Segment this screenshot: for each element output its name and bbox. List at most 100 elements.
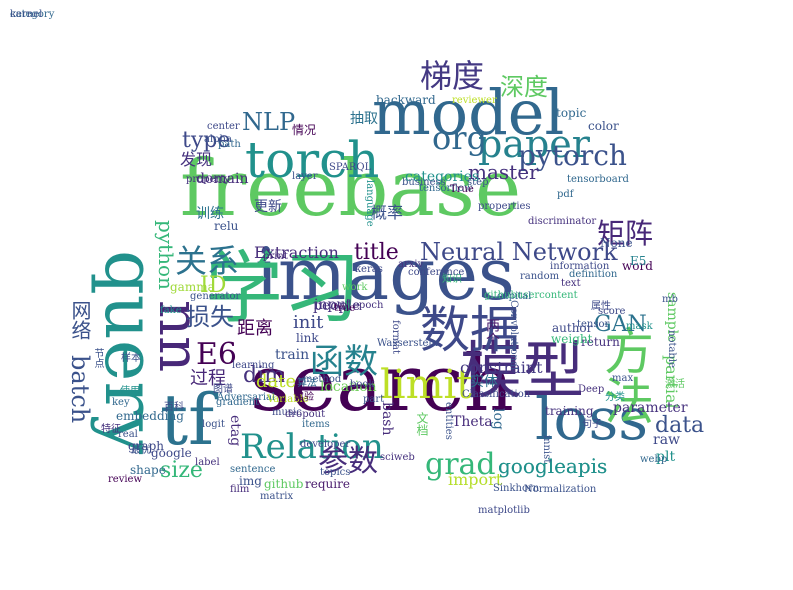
- cloud-word: work: [342, 282, 368, 293]
- cloud-word: 两个: [484, 318, 500, 346]
- cloud-word: webp: [640, 454, 668, 465]
- cloud-word: python: [154, 220, 178, 290]
- cloud-word: dropout: [285, 409, 326, 420]
- cloud-word: grad: [425, 447, 496, 482]
- cloud-word: data: [655, 413, 705, 438]
- cloud-word: discriminator: [528, 216, 597, 227]
- cloud-word: nn: [146, 300, 211, 373]
- cloud-word: Extraction: [254, 243, 339, 262]
- cloud-word: title: [354, 240, 399, 265]
- cloud-word: paper: [478, 122, 590, 166]
- cloud-word: import: [448, 470, 503, 489]
- cloud-word: 抽取: [350, 111, 378, 127]
- cloud-word: 实验: [294, 392, 314, 403]
- cloud-word: 函数: [310, 342, 378, 382]
- cloud-word: weight: [551, 332, 593, 346]
- cloud-word: pytorch: [518, 139, 627, 172]
- cloud-word: true: [334, 303, 356, 314]
- cloud-word: categories: [405, 169, 480, 185]
- cloud-word: 百科: [164, 402, 184, 413]
- cloud-word: 关系: [175, 242, 240, 280]
- cloud-word: 损失: [186, 303, 234, 331]
- cloud-word: arxiv: [398, 259, 424, 270]
- cloud-word: training: [545, 404, 594, 418]
- cloud-word: topics: [320, 467, 351, 478]
- cloud-word: 分类: [605, 392, 625, 403]
- cloud-word: items: [302, 419, 330, 430]
- cloud-word: require: [305, 477, 350, 491]
- cloud-word: max: [612, 373, 634, 384]
- cloud-word: part: [363, 394, 385, 405]
- cloud-word: Theta: [452, 414, 493, 430]
- cloud-word: bash: [379, 402, 395, 436]
- cloud-word: topic: [556, 106, 587, 120]
- cloud-word: Normalization: [524, 484, 597, 495]
- cloud-word: logit: [202, 419, 225, 430]
- cloud-word: GAN: [594, 312, 647, 337]
- cloud-word: category: [10, 9, 55, 20]
- cloud-word: limit: [380, 362, 473, 408]
- cloud-word: type: [182, 128, 231, 153]
- cloud-word: googleapis: [498, 454, 608, 478]
- cloud-word: Neural Network: [420, 238, 618, 266]
- cloud-word: review: [108, 474, 143, 485]
- cloud-word: gradient: [216, 397, 260, 408]
- cloud-word: alpha: [204, 134, 232, 145]
- cloud-word: org: [432, 119, 488, 157]
- cloud-word: real: [118, 429, 138, 440]
- cloud-word: people: [313, 298, 361, 314]
- cloud-word: Sinkhorn: [493, 483, 540, 494]
- cloud-word: 梯度: [420, 57, 485, 95]
- cloud-word: 网络: [68, 300, 92, 340]
- cloud-word: print: [263, 251, 288, 262]
- cloud-word: pdf: [557, 189, 574, 200]
- cloud-word: language: [364, 180, 375, 227]
- cloud-word: information: [550, 261, 610, 272]
- cloud-word: googleapis: [498, 454, 608, 478]
- cloud-word: init: [293, 312, 324, 333]
- cloud-word: matrix: [260, 491, 294, 502]
- cloud-word: query: [89, 250, 171, 455]
- cloud-word: 节点: [92, 348, 103, 368]
- cloud-word: model: [372, 76, 565, 149]
- cloud-word: githubusercontent: [484, 290, 578, 301]
- cloud-word: link: [296, 331, 319, 345]
- cloud-word: sciweb: [380, 452, 415, 463]
- cloud-word: Wasserstein: [377, 338, 439, 349]
- cloud-word: 更新: [254, 199, 282, 215]
- cloud-word: 模型: [460, 334, 585, 407]
- cloud-word: 句子: [582, 419, 602, 430]
- cloud-word: 样本: [121, 353, 141, 364]
- cloud-word: step: [467, 177, 489, 188]
- cloud-word: github: [264, 477, 304, 491]
- cloud-word: shape: [130, 463, 166, 477]
- cloud-word: torch: [245, 131, 380, 189]
- cloud-word: size: [160, 458, 203, 483]
- cloud-word: tensor: [577, 319, 610, 330]
- cloud-word: tensorflow: [419, 183, 473, 194]
- cloud-word: mb: [662, 294, 678, 305]
- cloud-word: method: [303, 374, 342, 385]
- cloud-word: E6: [196, 337, 237, 372]
- cloud-word: embedding: [116, 409, 184, 423]
- cloud-word: log: [490, 408, 506, 430]
- cloud-word: graph: [128, 439, 164, 453]
- cloud-word: kernel: [10, 9, 43, 20]
- cloud-word: SPARQL: [329, 162, 372, 173]
- cloud-word: center: [207, 121, 240, 132]
- cloud-word: 使用: [120, 386, 140, 397]
- cloud-word: 学习: [205, 244, 362, 334]
- cloud-word: 图谱: [213, 384, 233, 395]
- cloud-word: entities: [443, 402, 454, 440]
- cloud-word: capital: [497, 291, 532, 302]
- cloud-word: 文档: [415, 412, 429, 436]
- cloud-word: search: [250, 339, 514, 429]
- cloud-word: key: [112, 397, 130, 408]
- cloud-word: relu: [214, 219, 239, 233]
- cloud-word: True: [450, 184, 474, 195]
- cloud-word: return: [581, 335, 620, 349]
- cloud-word: tf: [160, 379, 215, 461]
- cloud-word: partial: [662, 355, 681, 409]
- cloud-word: 情况: [292, 123, 317, 137]
- cloud-word: train: [275, 347, 310, 363]
